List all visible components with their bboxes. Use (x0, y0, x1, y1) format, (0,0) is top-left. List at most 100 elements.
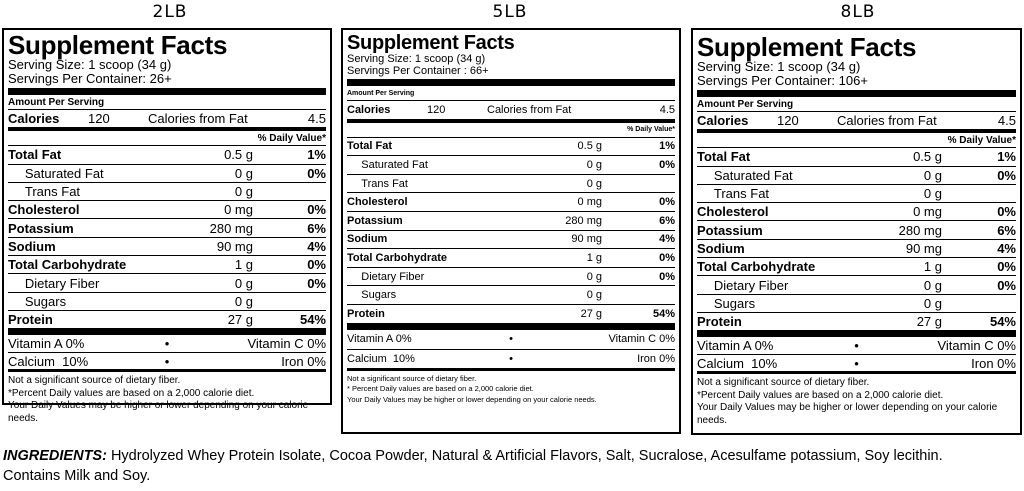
calories-fat-label: Calories from Fat (487, 103, 572, 116)
footnote-daily-values: *Percent Daily values are based on a 2,0… (697, 389, 944, 401)
nutrient-amount: 280 mg (565, 214, 602, 227)
nutrient-row: Sugars 0 g (347, 285, 675, 304)
serving-size: Serving Size: 1 scoop (34 g) (8, 57, 172, 72)
bullet: • (854, 355, 859, 371)
calories-label: Calories (347, 103, 391, 116)
calories-row: Calories 120 Calories from Fat 4.5 (347, 100, 675, 119)
nutrient-amount: 0 g (586, 289, 602, 302)
nutrient-name: Protein (8, 312, 53, 328)
nutrient-name: Sodium (8, 238, 56, 254)
footnote-calorie-needs: Your Daily Values may be higher or lower… (347, 395, 597, 405)
nutrient-name: Total Carbohydrate (347, 251, 448, 264)
nutrient-name: Saturated Fat (24, 165, 104, 181)
nutrient-daily-value: 0% (659, 270, 675, 283)
nutrient-amount: 0 g (234, 165, 253, 181)
vitamin-c: Vitamin C 0% (247, 336, 326, 352)
nutrient-row: Total Carbohydrate 1 g 0% (8, 255, 326, 273)
nutrient-row: Saturated Fat 0 g 0% (347, 155, 675, 174)
nutrient-name: Saturated Fat (713, 167, 793, 183)
nutrient-name: Total Carbohydrate (697, 259, 816, 275)
calories-fat-value: 4.5 (307, 111, 326, 127)
nutrient-row: Sodium 90 mg 4% (347, 229, 675, 249)
nutrient-name: Trans Fat (361, 177, 408, 190)
nutrient-row: Cholesterol 0 mg 0% (8, 200, 326, 218)
nutrient-name: Sugars (24, 293, 67, 309)
calcium: Calcium 10% (8, 353, 89, 369)
nutrient-daily-value: 6% (307, 220, 326, 236)
medium-divider (8, 127, 326, 132)
nutrient-name: Potassium (347, 214, 403, 227)
nutrient-amount: 90 mg (571, 233, 602, 246)
bullet: • (509, 352, 513, 365)
nutrient-amount: 0 g (923, 186, 942, 202)
nutrient-row: Trans Fat 0 g (347, 173, 675, 193)
servings-per-container: Servings Per Container: 26+ (8, 71, 172, 86)
medium-divider (8, 369, 326, 373)
nutrient-row: Potassium 280 mg 6% (697, 220, 1016, 238)
nutrient-name: Potassium (8, 220, 74, 236)
footnote-fiber: Not a significant source of dietary fibe… (347, 373, 477, 383)
nutrient-amount: 0 g (923, 277, 942, 293)
label-title: Supplement Facts (347, 32, 515, 54)
label-title: Supplement Facts (697, 32, 917, 62)
nutrient-row: Total Carbohydrate 1 g 0% (347, 248, 675, 267)
thick-divider (347, 322, 675, 330)
iron: Iron 0% (637, 352, 675, 365)
calories-label: Calories (8, 111, 60, 127)
nutrient-row: Cholesterol 0 mg 0% (697, 202, 1016, 220)
footnote-fiber: Not a significant source of dietary fibe… (8, 375, 181, 387)
nutrient-row: Potassium 280 mg 6% (347, 210, 675, 230)
bullet: • (509, 333, 513, 346)
nutrient-row: Total Fat 0.5 g 1% (697, 147, 1016, 165)
nutrient-amount: 1 g (586, 251, 602, 264)
nutrient-amount: 0 mg (577, 196, 602, 209)
nutrient-row: Sugars 0 g (8, 291, 326, 310)
size-title-2lb: 2LB (152, 2, 188, 22)
footnotes: Not a significant source of dietary fibe… (697, 374, 1016, 427)
nutrient-name: Dietary Fiber (24, 275, 100, 291)
nutrient-name: Cholesterol (697, 204, 769, 220)
nutrient-daily-value: 54% (652, 307, 675, 320)
thick-divider (8, 88, 326, 95)
nutrient-daily-value: 6% (659, 214, 675, 227)
amount-per-serving: Amount Per Serving (347, 89, 415, 97)
nutrient-amount: 0 g (586, 270, 602, 283)
thick-divider (347, 79, 675, 86)
bullet: • (854, 338, 859, 354)
nutrient-name: Sodium (347, 233, 388, 246)
thick-divider (8, 328, 326, 336)
thick-divider (697, 330, 1016, 338)
medium-divider (697, 129, 1016, 134)
nutrient-daily-value: 0% (997, 277, 1016, 293)
nutrient-name: Cholesterol (8, 202, 80, 218)
nutrient-name: Potassium (697, 222, 763, 238)
footnote-calorie-needs: Your Daily Values may be higher or lower… (8, 400, 309, 424)
nutrient-amount: 0 mg (224, 202, 253, 218)
daily-value-header: % Daily Value* (627, 126, 675, 134)
nutrient-daily-value: 4% (659, 233, 675, 246)
footnote-daily-values: *Percent Daily values are based on a 2,0… (8, 387, 255, 399)
vitamin-row: Vitamin A 0% • Vitamin C 0% (697, 337, 1016, 354)
nutrient-row: Dietary Fiber 0 g 0% (697, 275, 1016, 293)
nutrient-row: Saturated Fat 0 g 0% (8, 163, 326, 182)
nutrient-amount: 0 g (586, 158, 602, 171)
ingredients-heading: INGREDIENTS: (3, 448, 107, 464)
nutrient-amount: 90 mg (905, 240, 942, 256)
mineral-row: Calcium 10% • Iron 0% (697, 354, 1016, 371)
nutrient-amount: 0.5 g (224, 147, 253, 163)
nutrient-amount: 0 g (586, 177, 602, 190)
daily-value-header: % Daily Value* (947, 134, 1016, 146)
nutrient-row: Saturated Fat 0 g 0% (697, 165, 1016, 184)
nutrient-daily-value: 1% (997, 149, 1016, 165)
nutrient-daily-value: 0% (659, 251, 675, 264)
nutrient-daily-value: 0% (997, 167, 1016, 183)
mineral-row: Calcium 10% • Iron 0% (347, 348, 675, 368)
footnote-calorie-needs: Your Daily Values may be higher or lower… (697, 402, 998, 426)
serving-size: Serving Size: 1 scoop (34 g) (697, 59, 861, 74)
medium-divider (347, 367, 675, 371)
nutrient-name: Trans Fat (24, 184, 81, 200)
nutrient-amount: 280 mg (898, 222, 942, 238)
nutrient-name: Total Fat (347, 140, 393, 153)
nutrient-row: Sodium 90 mg 4% (697, 238, 1016, 257)
footnote-fiber: Not a significant source of dietary fibe… (697, 377, 870, 389)
